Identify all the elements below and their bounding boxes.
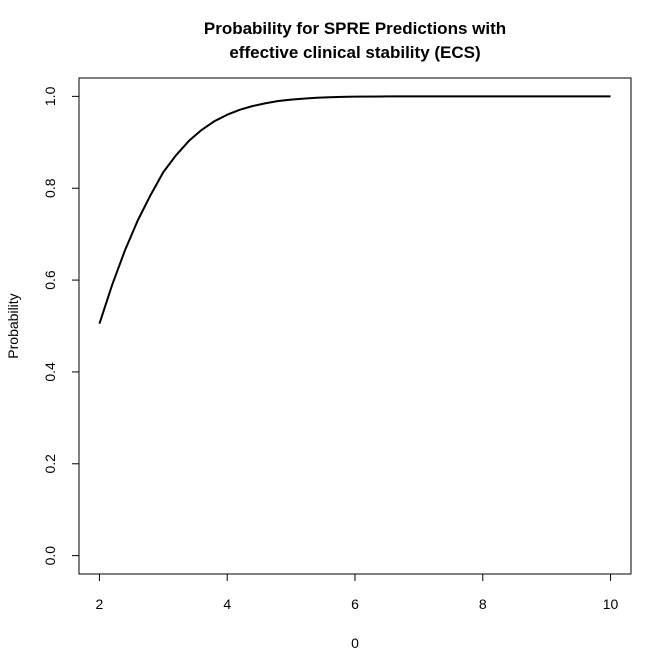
y-tick-label: 1.0 xyxy=(42,86,58,106)
x-tick-label: 6 xyxy=(351,596,359,612)
x-tick-label: 10 xyxy=(603,596,619,612)
chart-title-line-2: effective clinical stability (ECS) xyxy=(229,43,480,62)
series-line xyxy=(98,95,611,325)
y-tick-label: 0.8 xyxy=(42,178,58,198)
x-tick-label: 4 xyxy=(223,596,231,612)
y-tick-label: 0.2 xyxy=(42,454,58,474)
y-tick-label: 0.4 xyxy=(42,362,58,382)
x-axis-label: 0 xyxy=(351,635,359,651)
y-axis: 0.0 0.2 0.4 0.6 0.8 1.0 xyxy=(42,86,80,566)
plot-frame xyxy=(78,77,632,575)
x-tick-label: 2 xyxy=(96,596,104,612)
y-tick-label: 0.6 xyxy=(42,270,58,290)
x-axis: 2 4 6 8 10 xyxy=(96,573,619,612)
y-tick-label: 0.0 xyxy=(42,546,58,566)
x-tick-label: 8 xyxy=(479,596,487,612)
chart-title-line-1: Probability for SPRE Predictions with xyxy=(204,19,506,38)
series-layer xyxy=(98,95,611,325)
y-axis-label: Probability xyxy=(5,293,21,358)
